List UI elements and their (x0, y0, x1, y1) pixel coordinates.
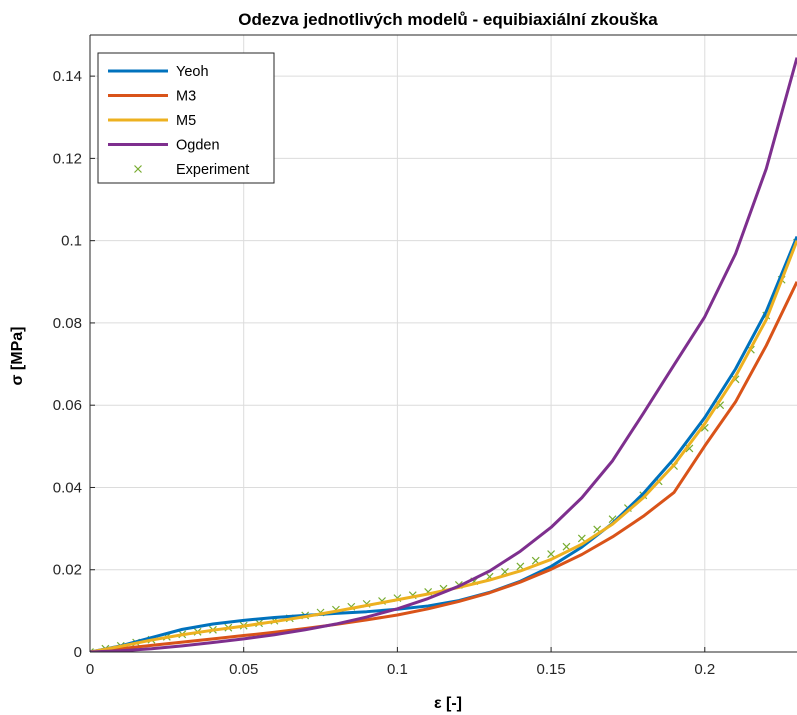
x-tick-label: 0 (86, 661, 94, 678)
plot-area (90, 57, 797, 652)
experiment-point (577, 534, 586, 543)
experiment-point (90, 648, 94, 652)
y-tick-label: 0.02 (53, 562, 82, 579)
series-line-yeoh (90, 235, 797, 652)
legend-label: M5 (176, 113, 196, 129)
x-tick-label: 0.15 (536, 661, 565, 678)
legend-label: Ogden (176, 138, 220, 154)
axes: 0 0.05 0.1 0.15 0.2 0 0.02 0.04 0.06 0.08 0.1 0.12 0… (53, 34, 797, 678)
y-tick-label: 0.12 (53, 150, 82, 167)
chart-title: Odezva jednotlivých modelů - equibiaxiál… (238, 10, 658, 29)
legend-label: M3 (176, 89, 196, 105)
y-tick-label: 0.06 (53, 397, 82, 414)
y-tick-label: 0 (74, 644, 82, 661)
legend-box (97, 52, 275, 184)
legend-entry: Experiment (134, 162, 249, 178)
y-tick-label: 0.04 (53, 479, 82, 496)
x-tick-label: 0.1 (387, 661, 408, 678)
legend: Yeoh M3 M5 Ogden Experiment (97, 52, 275, 184)
x-tick-label: 0.05 (229, 661, 258, 678)
legend-swatch (134, 165, 142, 173)
experiment-point (547, 550, 556, 559)
y-tick-label: 0.08 (53, 315, 82, 332)
legend-label: Yeoh (176, 64, 209, 80)
y-axis-label: σ [MPa] (9, 327, 26, 386)
x-tick-label: 0.2 (694, 661, 715, 678)
legend-entry: M3 (108, 89, 196, 105)
legend-entry: Yeoh (108, 64, 209, 80)
series-line-m5 (90, 240, 797, 652)
series-group (90, 57, 797, 652)
legend-entry: M5 (108, 113, 196, 129)
series-line-m3 (90, 281, 797, 652)
legend-label: Experiment (176, 162, 249, 178)
y-tick-label: 0.14 (53, 68, 82, 85)
x-axis-label: ε [-] (434, 695, 462, 712)
y-tick-label: 0.1 (61, 233, 82, 250)
legend-entry: Ogden (108, 138, 220, 154)
series-line-ogden (90, 57, 797, 652)
